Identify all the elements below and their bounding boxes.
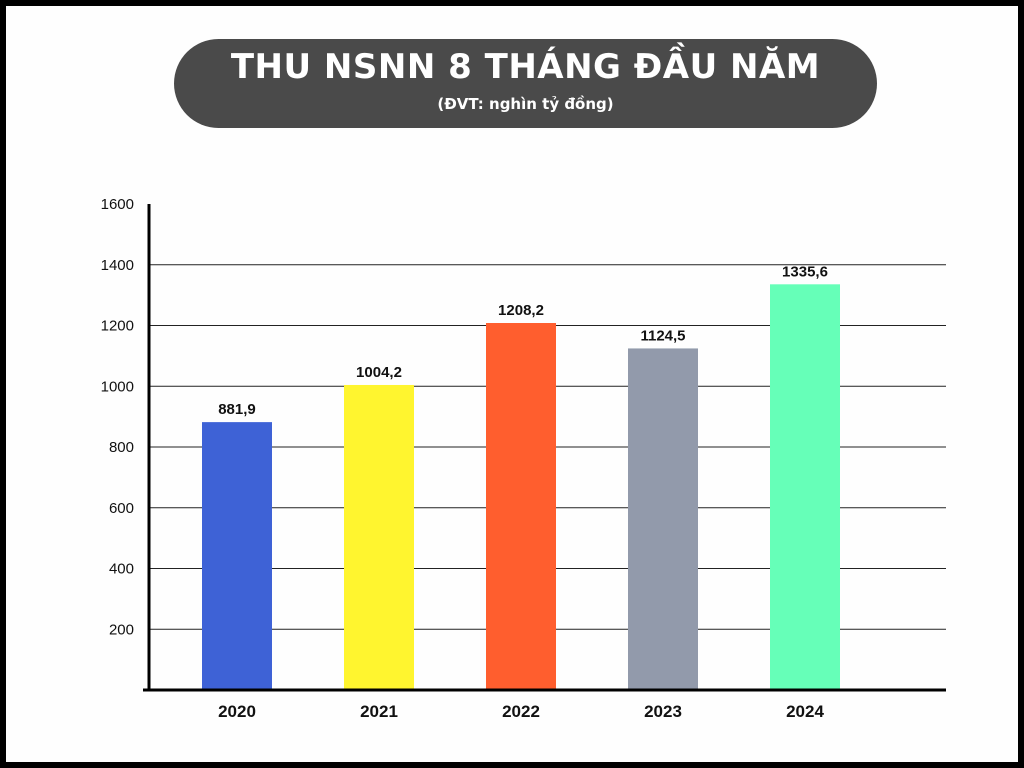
data-label: 1208,2 [498, 302, 544, 319]
bar [344, 384, 414, 690]
data-label: 881,9 [218, 401, 256, 418]
bar [628, 348, 698, 690]
x-tick-label: 2020 [218, 702, 256, 721]
chart-subtitle: (ĐVT: nghìn tỷ đồng) [437, 95, 614, 113]
x-tick-label: 2022 [502, 702, 540, 721]
x-tick-label: 2024 [786, 702, 824, 721]
bar [202, 422, 272, 690]
y-tick-label: 1000 [101, 378, 134, 395]
data-label: 1004,2 [356, 364, 402, 381]
bar [486, 323, 556, 690]
y-tick-label: 1600 [101, 196, 134, 213]
y-tick-label: 400 [109, 561, 134, 578]
title-banner: THU NSNN 8 THÁNG ĐẦU NĂM (ĐVT: nghìn tỷ … [174, 39, 877, 128]
y-tick-label: 1400 [101, 257, 134, 274]
data-label: 1335,6 [782, 263, 828, 280]
y-tick-label: 800 [109, 439, 134, 456]
bar [770, 284, 840, 690]
y-tick-label: 600 [109, 500, 134, 517]
x-tick-label: 2023 [644, 702, 682, 721]
x-tick-label: 2021 [360, 702, 398, 721]
data-label: 1124,5 [640, 327, 685, 344]
y-tick-label: 200 [109, 621, 134, 638]
chart-title: THU NSNN 8 THÁNG ĐẦU NĂM [230, 47, 821, 87]
y-tick-label: 1200 [101, 318, 134, 335]
